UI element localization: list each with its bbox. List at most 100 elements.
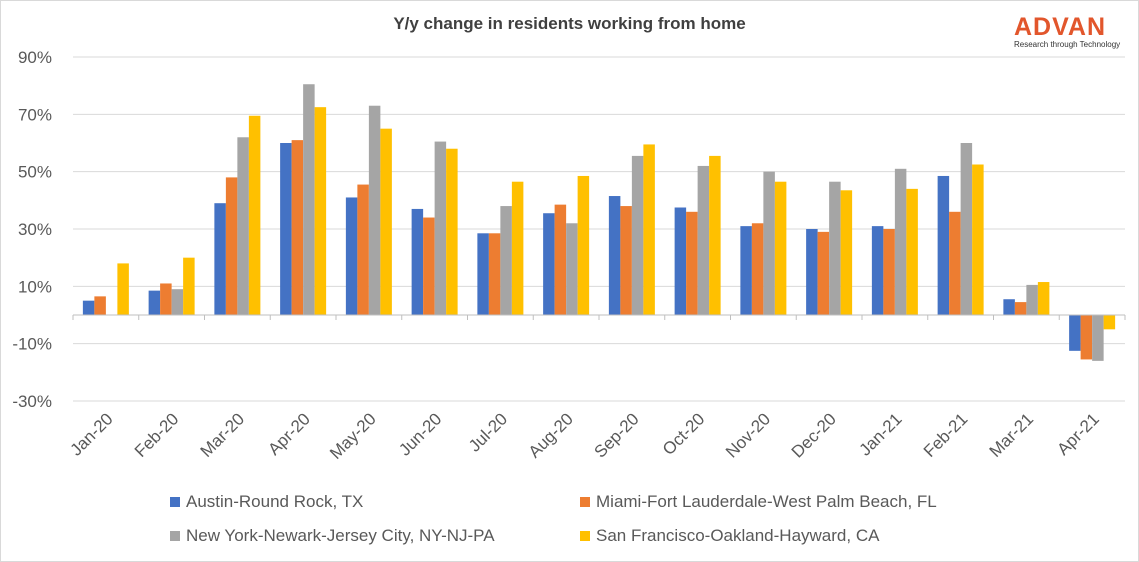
bar <box>1103 315 1116 330</box>
bar <box>906 188 918 315</box>
bar <box>620 206 632 315</box>
bar <box>566 223 578 315</box>
x-tick-label: Nov-20 <box>722 409 774 461</box>
y-tick-label: 90% <box>18 48 52 67</box>
bar <box>94 296 106 315</box>
bar <box>631 155 644 315</box>
bar <box>1092 315 1104 361</box>
bar <box>949 211 961 315</box>
y-tick-label: -10% <box>12 335 52 354</box>
bar <box>817 231 830 315</box>
bar <box>291 140 304 315</box>
x-tick-label: Jan-20 <box>67 409 117 459</box>
bar <box>183 257 195 315</box>
bar <box>840 190 853 315</box>
legend-item-san-francisco: San Francisco-Oakland-Hayward, CA <box>580 526 879 546</box>
bar <box>871 226 884 315</box>
bar <box>477 233 489 315</box>
legend-label-austin: Austin-Round Rock, TX <box>186 492 364 511</box>
bar <box>543 213 555 315</box>
x-tick-label: Sep-20 <box>590 409 642 461</box>
x-tick-label: Mar-21 <box>986 409 1038 461</box>
bar <box>511 181 524 315</box>
bar <box>488 233 501 315</box>
bar <box>423 217 435 315</box>
bar <box>972 164 984 315</box>
bar <box>280 143 292 315</box>
bar <box>829 181 841 315</box>
bar <box>248 115 261 316</box>
bar <box>774 181 787 315</box>
x-tick-label: Mar-20 <box>197 409 249 461</box>
bar <box>368 105 381 315</box>
bar <box>1014 302 1027 315</box>
bar <box>608 196 621 315</box>
legend-label-san-francisco: San Francisco-Oakland-Hayward, CA <box>596 526 880 545</box>
bar <box>740 226 752 315</box>
bar <box>577 175 590 315</box>
legend-swatch-new-york <box>170 531 180 541</box>
bar <box>883 229 895 315</box>
legend-swatch-miami <box>580 497 590 507</box>
bar <box>434 141 447 315</box>
bar <box>686 211 698 315</box>
logo-tagline: Research through Technology <box>1014 40 1121 49</box>
x-tick-label: Oct-20 <box>659 409 709 459</box>
x-tick-label: Apr-21 <box>1053 409 1103 459</box>
bar <box>345 197 358 315</box>
y-tick-label: -30% <box>12 392 52 411</box>
bar <box>446 148 458 315</box>
legend-item-austin: Austin-Round Rock, TX <box>170 492 363 512</box>
legend-swatch-austin <box>170 497 180 507</box>
bar <box>709 155 721 315</box>
bar <box>674 207 687 315</box>
legend-label-miami: Miami-Fort Lauderdale-West Palm Beach, F… <box>596 492 937 511</box>
x-tick-label: Jun-20 <box>395 409 445 459</box>
bar <box>937 175 950 315</box>
bar <box>1037 282 1050 315</box>
bar <box>1069 315 1081 351</box>
bar <box>643 144 655 315</box>
bar <box>1080 315 1093 360</box>
bar <box>1003 299 1015 315</box>
bar <box>806 229 818 315</box>
bar <box>960 143 973 315</box>
x-tick-label: Jul-20 <box>465 409 511 455</box>
bar <box>1026 284 1038 315</box>
y-tick-label: 10% <box>18 277 52 296</box>
bar <box>171 289 184 315</box>
x-tick-label: May-20 <box>326 409 380 463</box>
bar <box>357 184 369 315</box>
bar <box>148 290 161 315</box>
bar <box>500 206 512 315</box>
y-tick-label: 70% <box>18 105 52 124</box>
bar <box>314 107 327 316</box>
x-tick-label: Jan-21 <box>856 409 906 459</box>
bar <box>225 177 238 315</box>
y-tick-label: 50% <box>18 163 52 182</box>
bar <box>554 204 567 315</box>
bar <box>380 128 392 315</box>
bar <box>117 263 129 315</box>
bar <box>82 300 95 315</box>
x-tick-label: Feb-20 <box>131 409 183 461</box>
bar <box>160 283 172 315</box>
bar <box>697 165 710 315</box>
x-tick-label: Dec-20 <box>788 409 840 461</box>
logo-wordmark: ADVAN <box>1014 13 1107 41</box>
chart-title: Y/y change in residents working from hom… <box>393 14 746 33</box>
bar <box>763 171 775 315</box>
legend-item-miami: Miami-Fort Lauderdale-West Palm Beach, F… <box>580 492 937 512</box>
x-tick-label: Apr-20 <box>264 409 314 459</box>
bar <box>751 223 764 315</box>
x-tick-label: Feb-21 <box>920 409 972 461</box>
bar <box>411 208 424 315</box>
legend-item-new-york: New York-Newark-Jersey City, NY-NJ-PA <box>170 526 495 546</box>
bar <box>303 84 315 315</box>
legend-label-new-york: New York-Newark-Jersey City, NY-NJ-PA <box>186 526 495 545</box>
bar <box>237 137 249 315</box>
legend-swatch-san-francisco <box>580 531 590 541</box>
bar <box>214 203 226 315</box>
x-tick-label: Aug-20 <box>525 409 577 461</box>
